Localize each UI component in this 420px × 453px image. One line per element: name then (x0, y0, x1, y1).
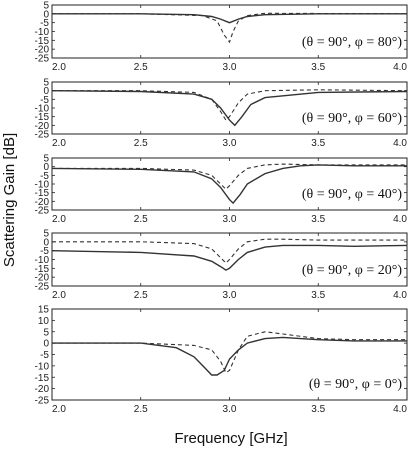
panel-frame (51, 81, 408, 135)
x-tick-label: 2.5 (134, 214, 148, 225)
y-tick-label: -15 (35, 36, 50, 47)
x-tick-label: 3.5 (311, 138, 325, 149)
y-tick-label: -10 (35, 361, 50, 372)
y-tick-label: -20 (35, 121, 50, 132)
x-tick-label: 3.0 (223, 138, 237, 149)
x-tick-label: 3.0 (223, 62, 237, 73)
panel-annotation: (θ = 90°, φ = 60°) (302, 111, 402, 126)
panel-annotation: (θ = 90°, φ = 0°) (309, 377, 402, 392)
y-tick-label: -10 (35, 180, 50, 191)
y-tick-label: -15 (35, 373, 50, 384)
y-tick-label: -5 (40, 246, 49, 257)
y-axis-label: Scattering Gain [dB] (1, 133, 18, 267)
x-tick-label: 4.0 (393, 404, 407, 415)
y-tick-label: 0 (43, 9, 49, 20)
x-tick-label: 4.0 (393, 62, 407, 73)
panel-frame (51, 4, 408, 59)
series-line-solid (52, 13, 407, 24)
x-tick-label: 2.5 (134, 62, 148, 73)
x-tick-label: 3.0 (223, 214, 237, 225)
x-tick-label: 4.0 (393, 214, 407, 225)
x-tick-label: 3.5 (311, 290, 325, 301)
y-tick-label: 10 (38, 316, 50, 327)
y-tick-label: 5 (43, 78, 49, 89)
y-tick-label: -5 (40, 18, 49, 29)
x-tick-label: 3.0 (223, 290, 237, 301)
series-line-dashed (52, 238, 407, 264)
panel-annotation: (θ = 90°, φ = 20°) (302, 263, 402, 278)
x-tick-label: 2.0 (52, 214, 66, 225)
y-tick-label: -25 (35, 396, 50, 407)
y-tick-label: -15 (35, 264, 50, 275)
x-tick-label: 2.0 (52, 138, 66, 149)
y-tick-label: -15 (35, 188, 50, 199)
x-tick-label: 3.5 (311, 404, 325, 415)
y-tick-label: -20 (35, 45, 50, 56)
y-tick-label: 5 (43, 1, 49, 12)
y-tick-label: -10 (35, 27, 50, 38)
y-tick-label: 0 (43, 86, 49, 97)
y-tick-label: -5 (40, 350, 49, 361)
y-tick-label: 15 (38, 305, 50, 316)
y-tick-label: -25 (35, 130, 50, 141)
y-tick-label: -5 (40, 95, 49, 106)
series-line-solid (51, 90, 408, 127)
series-line-dashed (52, 331, 407, 374)
y-tick-label: -5 (40, 171, 49, 182)
y-tick-label: -20 (35, 273, 50, 284)
y-tick-label: 5 (43, 327, 49, 338)
x-tick-label: 4.0 (393, 138, 407, 149)
series-line-solid (51, 244, 408, 271)
x-tick-label: 2.0 (52, 290, 66, 301)
y-tick-label: -10 (35, 104, 50, 115)
panel-annotation: (θ = 90°, φ = 80°) (302, 35, 402, 50)
y-tick-label: 0 (43, 339, 49, 350)
x-tick-label: 2.5 (134, 138, 148, 149)
x-tick-label: 2.0 (52, 404, 66, 415)
y-tick-label: -15 (35, 112, 50, 123)
x-tick-label: 3.0 (223, 404, 237, 415)
y-tick-label: -25 (35, 206, 50, 217)
y-tick-label: 5 (43, 229, 49, 240)
y-tick-label: -10 (35, 255, 50, 266)
x-axis-label: Frequency [GHz] (174, 430, 287, 447)
x-tick-label: 2.5 (134, 404, 148, 415)
series-line-dashed (52, 89, 408, 121)
series-line-dashed (52, 12, 408, 44)
x-tick-label: 2.0 (52, 62, 66, 73)
x-tick-label: 3.5 (311, 62, 325, 73)
x-tick-label: 3.5 (311, 214, 325, 225)
series-line-dashed (52, 163, 407, 190)
y-tick-label: 0 (43, 237, 49, 248)
y-tick-label: 5 (43, 154, 49, 165)
x-tick-label: 2.5 (134, 290, 148, 301)
y-tick-label: -20 (35, 197, 50, 208)
y-tick-label: -25 (35, 282, 50, 293)
series-line-solid (52, 336, 407, 376)
y-tick-label: -25 (35, 54, 50, 65)
panel-annotation: (θ = 90°, φ = 40°) (302, 187, 402, 202)
y-tick-label: -20 (35, 384, 50, 395)
y-tick-label: 0 (43, 162, 49, 173)
x-tick-label: 4.0 (393, 290, 407, 301)
